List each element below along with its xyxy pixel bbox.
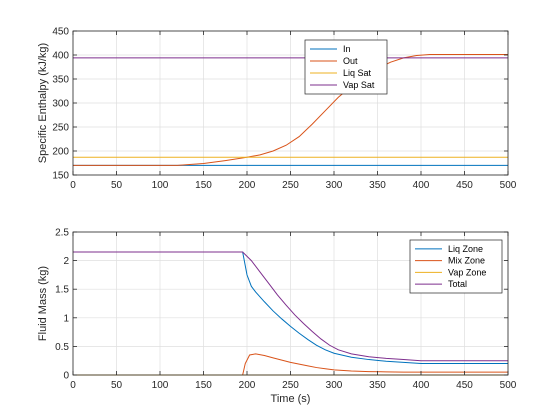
x-tick-label: 250 <box>282 380 299 391</box>
y-tick-label: 300 <box>52 99 69 110</box>
y-tick-label: 1.5 <box>55 285 69 296</box>
y-tick-label: 2.5 <box>55 228 69 239</box>
y-axis-label: Fluid Mass (kg) <box>37 266 49 341</box>
x-tick-label: 100 <box>152 380 169 391</box>
legend-entry-label: Vap Sat <box>343 80 375 90</box>
x-tick-label: 150 <box>195 380 212 391</box>
x-tick-label: 100 <box>152 180 169 191</box>
x-tick-label: 400 <box>413 380 430 391</box>
x-tick-label: 150 <box>195 180 212 191</box>
legend-entry-label: Total <box>448 279 467 289</box>
x-axis-label: Time (s) <box>271 393 311 405</box>
x-tick-label: 250 <box>282 180 299 191</box>
y-tick-label: 450 <box>52 27 69 38</box>
legend-entry-label: Out <box>343 56 358 66</box>
x-tick-label: 350 <box>369 380 386 391</box>
legend-entry-label: Vap Zone <box>448 267 486 277</box>
y-tick-label: 1 <box>63 313 69 324</box>
legend-entry-label: Liq Zone <box>448 244 483 254</box>
legend-entry-label: In <box>343 44 351 54</box>
x-tick-label: 200 <box>239 180 256 191</box>
x-tick-label: 450 <box>456 180 473 191</box>
y-axis-label: Specific Enthalpy (kJ/kg) <box>37 43 49 163</box>
legend-entry-label: Mix Zone <box>448 256 485 266</box>
x-tick-label: 500 <box>500 180 517 191</box>
x-tick-label: 50 <box>111 180 123 191</box>
y-tick-label: 0 <box>63 371 69 382</box>
y-tick-label: 400 <box>52 51 69 62</box>
x-tick-label: 500 <box>500 380 517 391</box>
legend-entry-label: Liq Sat <box>343 68 372 78</box>
series-line-liq-zone <box>73 251 508 365</box>
y-tick-label: 150 <box>52 171 69 182</box>
y-tick-label: 0.5 <box>55 342 69 353</box>
legend: In Out Liq Sat Vap Sat <box>304 39 388 95</box>
x-tick-label: 200 <box>239 380 256 391</box>
x-tick-label: 50 <box>111 380 123 391</box>
series-line-mix-zone <box>73 353 508 376</box>
x-tick-label: 400 <box>413 180 430 191</box>
y-tick-label: 200 <box>52 147 69 158</box>
mass-axes: 0 50 100 150 200 250 300 350 400 450 500 0 0.5 1 1.5 2 2… <box>37 228 517 406</box>
x-tick-label: 300 <box>326 180 343 191</box>
series-line-out <box>73 54 508 166</box>
x-tick-label: 350 <box>369 180 386 191</box>
x-tick-label: 450 <box>456 380 473 391</box>
x-tick-label: 0 <box>70 180 76 191</box>
x-tick-label: 0 <box>70 380 76 391</box>
y-tick-label: 2 <box>63 256 69 267</box>
enthalpy-axes: 0 50 100 150 200 250 300 350 400 450 500 150 200 250 3… <box>37 27 517 192</box>
series-line-total <box>73 251 508 362</box>
y-tick-label: 250 <box>52 123 69 134</box>
x-tick-label: 300 <box>326 380 343 391</box>
y-tick-label: 350 <box>52 75 69 86</box>
